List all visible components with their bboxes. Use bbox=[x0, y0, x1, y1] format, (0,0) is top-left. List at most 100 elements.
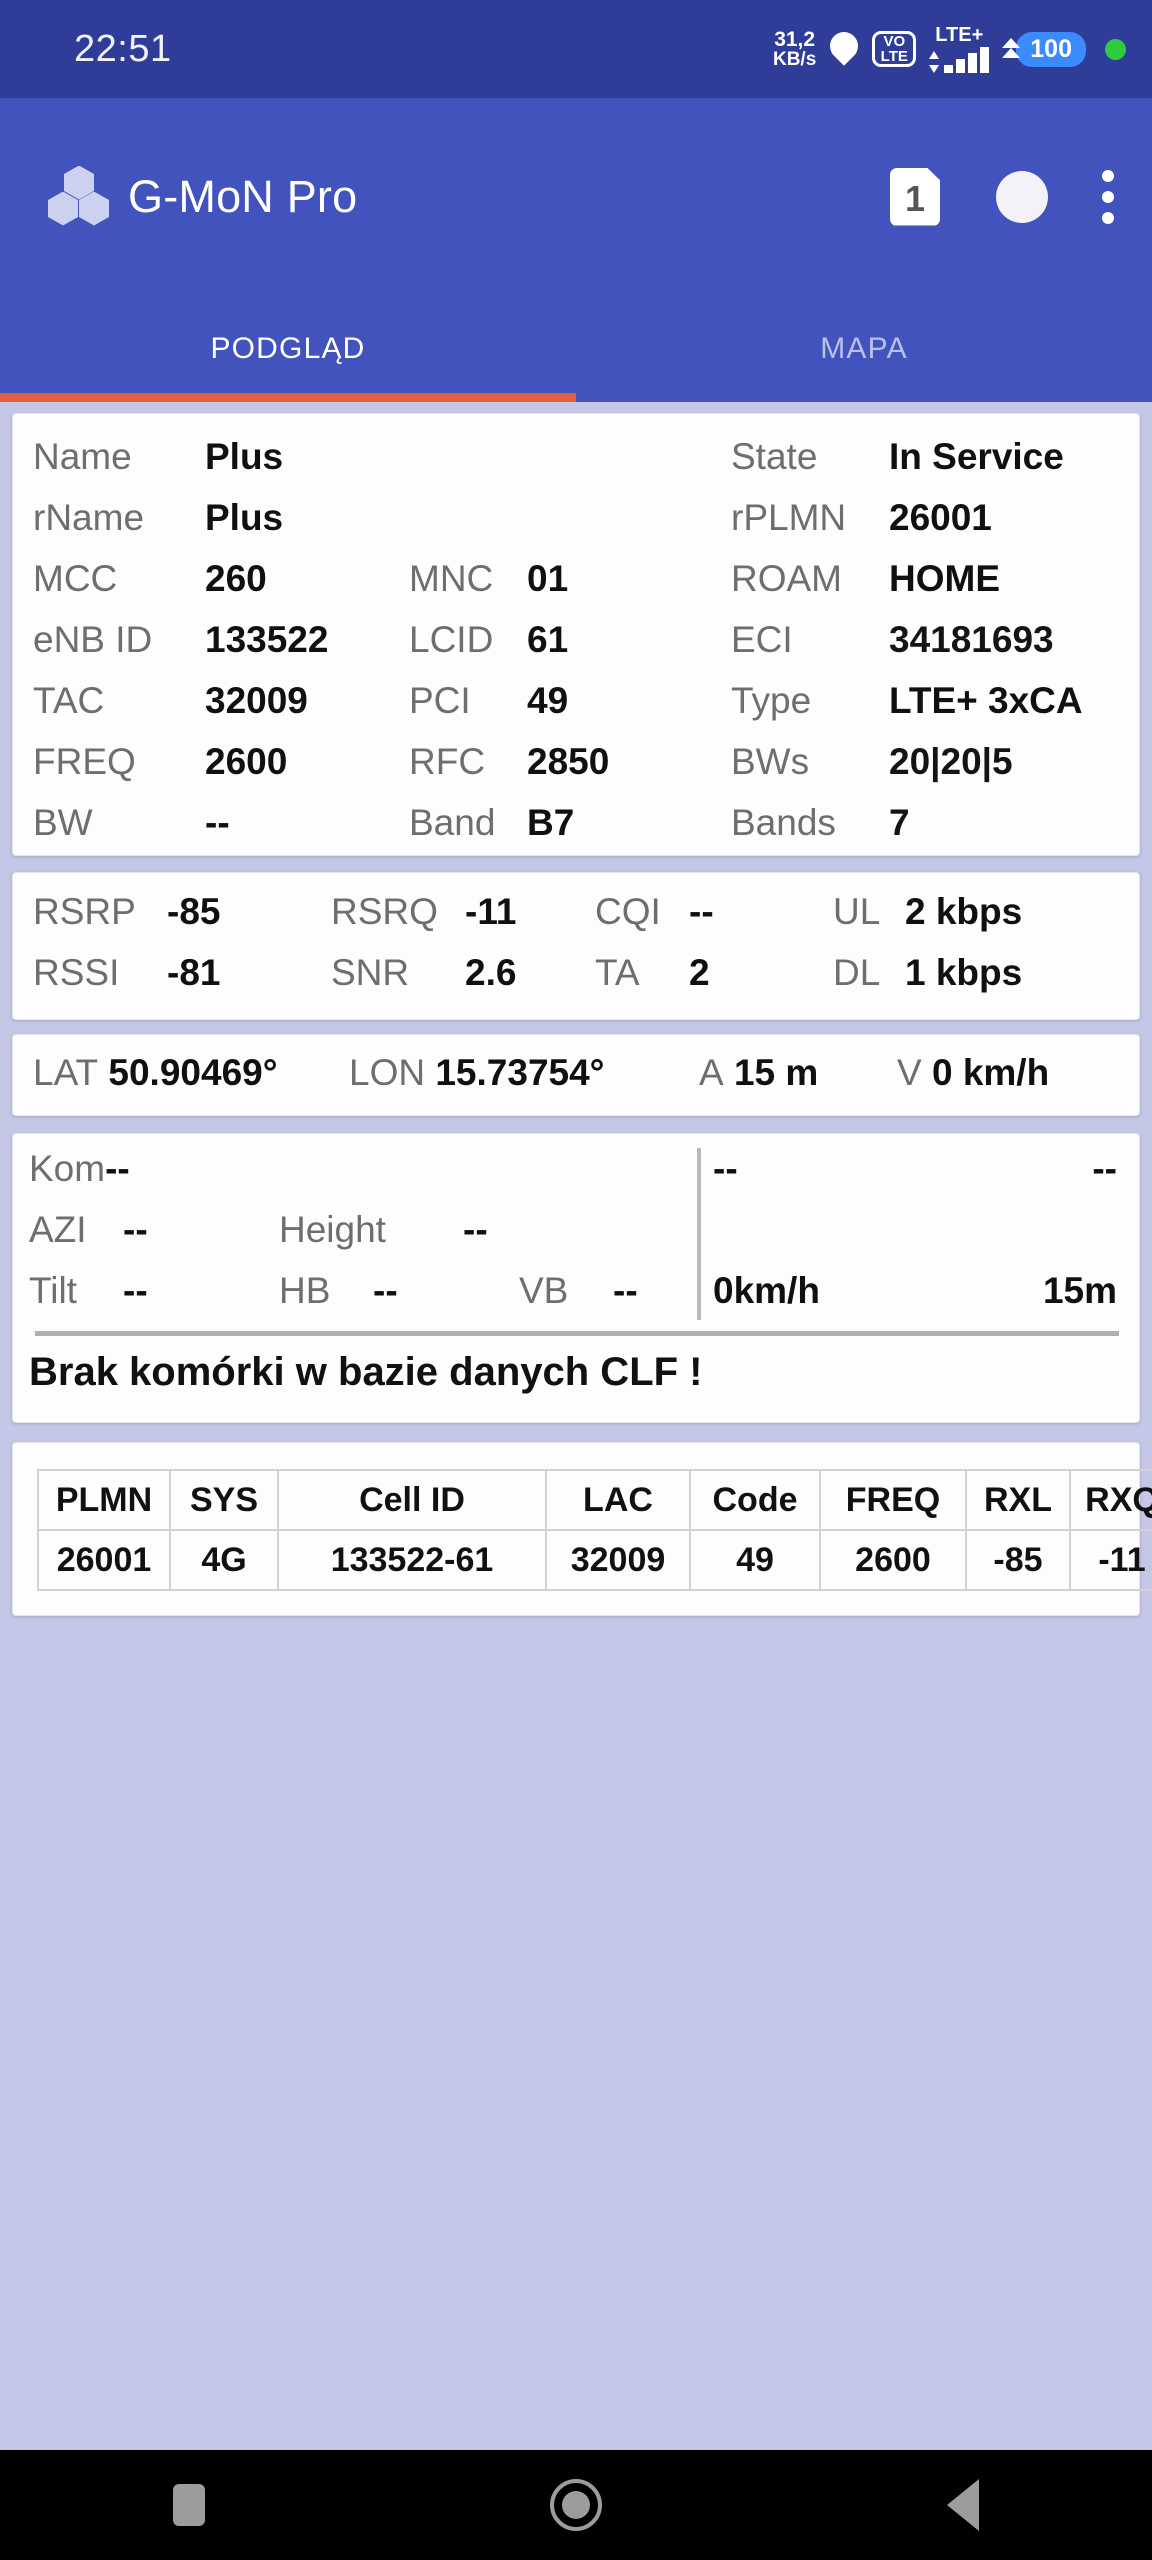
app-title: G-MoN Pro bbox=[128, 170, 358, 222]
table-header-row: PLMN SYS Cell ID LAC Code FREQ RXL RXQ bbox=[37, 1469, 1152, 1531]
metric-rsrq: RSRQ -11 bbox=[331, 891, 517, 932]
horizontal-divider bbox=[35, 1331, 1119, 1336]
field-rname: rName Plus bbox=[33, 497, 284, 538]
status-icons: 31,2 KB/s VO LTE LTE+ 100 bbox=[773, 25, 1126, 73]
detail-height: Height -- bbox=[279, 1209, 488, 1250]
metric-ta: TA 2 bbox=[595, 952, 710, 993]
app-bar: G-MoN Pro 1 bbox=[0, 98, 1152, 295]
tab-bar: PODGLĄD MAPA bbox=[0, 295, 1152, 402]
cell-rxq: -11 bbox=[1069, 1529, 1152, 1591]
gps-lon: LON 15.73754° bbox=[349, 1052, 605, 1093]
cell-rxl: -85 bbox=[965, 1529, 1071, 1591]
col-lac: LAC bbox=[545, 1469, 691, 1531]
cell-table: PLMN SYS Cell ID LAC Code FREQ RXL RXQ 2… bbox=[37, 1469, 1152, 1591]
tab-mapa[interactable]: MAPA bbox=[820, 331, 908, 365]
data-activity-arrows-icon bbox=[929, 51, 940, 73]
metric-rssi: RSSI -81 bbox=[33, 952, 221, 993]
tab-podglad[interactable]: PODGLĄD bbox=[210, 331, 366, 365]
col-code: Code bbox=[689, 1469, 821, 1531]
table-row[interactable]: 26001 4G 133522-61 32009 49 2600 -85 -11 bbox=[37, 1529, 1152, 1591]
record-circle-icon[interactable] bbox=[996, 170, 1048, 223]
status-bar: 22:51 31,2 KB/s VO LTE LTE+ 100 bbox=[0, 0, 1152, 98]
clf-warning-message: Brak komórki w bazie danych CLF ! bbox=[29, 1350, 703, 1394]
network-info-card: Name Plus rName Plus MCC 260 eNB ID 133522 T… bbox=[12, 413, 1140, 856]
signal-strength-icon: LTE+ bbox=[929, 24, 990, 73]
signal-metrics-card: RSRP -85 RSRQ -11 CQI -- UL 2 kbps RSSI -81 S… bbox=[12, 872, 1140, 1020]
field-bws: BWs 20|20|5 bbox=[731, 741, 1013, 782]
col-freq: FREQ bbox=[819, 1469, 967, 1531]
back-triangle-icon[interactable] bbox=[947, 2479, 980, 2531]
detail-right-bottom-left: 0km/h bbox=[713, 1270, 820, 1311]
metric-ul: UL 2 kbps bbox=[833, 891, 1023, 932]
metric-rsrp: RSRP -85 bbox=[33, 891, 221, 932]
status-clock: 22:51 bbox=[74, 27, 172, 70]
metric-dl: DL 1 kbps bbox=[833, 952, 1023, 993]
gps-velocity: V 0 km/h bbox=[897, 1052, 1050, 1093]
home-circle-icon[interactable] bbox=[549, 2479, 602, 2531]
detail-hb: HB -- bbox=[279, 1270, 398, 1311]
field-freq: FREQ 2600 bbox=[33, 741, 288, 782]
battery-indicator: 100 bbox=[1002, 31, 1086, 67]
field-bands: Bands 7 bbox=[731, 802, 910, 843]
vertical-divider bbox=[697, 1148, 701, 1320]
field-roam: ROAM HOME bbox=[731, 558, 1000, 599]
android-nav-bar bbox=[0, 2450, 1152, 2560]
cell-freq: 2600 bbox=[819, 1529, 967, 1591]
network-speed-value: 31,2 bbox=[774, 28, 816, 51]
col-rxl: RXL bbox=[965, 1469, 1071, 1531]
signal-bars-icon bbox=[929, 47, 990, 73]
detail-vb: VB -- bbox=[519, 1270, 638, 1311]
sim-slot-button[interactable]: 1 bbox=[890, 167, 940, 226]
cell-detail-card: Kom-- AZI -- Height -- Tilt -- HB -- VB -- --… bbox=[12, 1133, 1140, 1423]
col-plmn: PLMN bbox=[37, 1469, 171, 1531]
detail-tilt: Tilt -- bbox=[29, 1270, 148, 1311]
sim-slot-number: 1 bbox=[904, 177, 926, 219]
status-dot-icon bbox=[1105, 38, 1126, 60]
gps-lat: LAT 50.90469° bbox=[33, 1052, 278, 1093]
field-mnc: MNC 01 bbox=[409, 558, 569, 599]
field-name: Name Plus bbox=[33, 436, 284, 477]
detail-right-bottom-right: 15m bbox=[1042, 1270, 1117, 1311]
volte-icon: VO LTE bbox=[872, 31, 917, 67]
network-type-label: LTE+ bbox=[935, 24, 984, 46]
detail-azi: AZI -- bbox=[29, 1209, 148, 1250]
field-lcid: LCID 61 bbox=[409, 619, 569, 660]
metric-cqi: CQI -- bbox=[595, 891, 714, 932]
field-rplmn: rPLMN 26001 bbox=[731, 497, 992, 538]
cell-table-card: PLMN SYS Cell ID LAC Code FREQ RXL RXQ 2… bbox=[12, 1442, 1152, 1616]
tab-active-indicator bbox=[0, 393, 576, 402]
recents-square-icon[interactable] bbox=[172, 2484, 205, 2526]
app-bar-actions: 1 bbox=[890, 167, 1116, 226]
field-eci: ECI 34181693 bbox=[731, 619, 1054, 660]
battery-percent: 100 bbox=[1016, 31, 1086, 67]
field-state: State In Service bbox=[731, 436, 1064, 477]
network-speed-unit: KB/s bbox=[772, 49, 817, 70]
cell-code: 49 bbox=[689, 1529, 821, 1591]
battery-charge-chevron-icon bbox=[1002, 36, 1021, 62]
location-pin-icon bbox=[824, 26, 865, 68]
field-rfc: RFC 2850 bbox=[409, 741, 610, 782]
field-pci: PCI 49 bbox=[409, 680, 569, 721]
detail-right-top-left: -- bbox=[713, 1148, 738, 1189]
field-bw: BW -- bbox=[33, 802, 230, 843]
volte-line-1: VO bbox=[883, 33, 906, 50]
cell-lac: 32009 bbox=[545, 1529, 691, 1591]
gps-card: LAT 50.90469° LON 15.73754° A 15 m V 0 k… bbox=[12, 1034, 1140, 1116]
metric-snr: SNR 2.6 bbox=[331, 952, 517, 993]
field-mcc: MCC 260 bbox=[33, 558, 267, 599]
col-sys: SYS bbox=[169, 1469, 279, 1531]
detail-kom: Kom-- bbox=[29, 1148, 130, 1189]
field-band: Band B7 bbox=[409, 802, 575, 843]
col-rxq: RXQ bbox=[1069, 1469, 1152, 1531]
field-type: Type LTE+ 3xCA bbox=[731, 680, 1083, 721]
volte-line-2: LTE bbox=[880, 48, 908, 65]
col-cellid: Cell ID bbox=[277, 1469, 547, 1531]
cell-sys: 4G bbox=[169, 1529, 279, 1591]
network-speed-indicator: 31,2 KB/s bbox=[773, 29, 816, 69]
cell-cellid: 133522-61 bbox=[277, 1529, 547, 1591]
gps-altitude: A 15 m bbox=[699, 1052, 819, 1093]
detail-right-top-right: -- bbox=[1092, 1148, 1117, 1189]
cell-plmn: 26001 bbox=[37, 1529, 171, 1591]
kebab-menu-icon[interactable] bbox=[1102, 169, 1116, 224]
